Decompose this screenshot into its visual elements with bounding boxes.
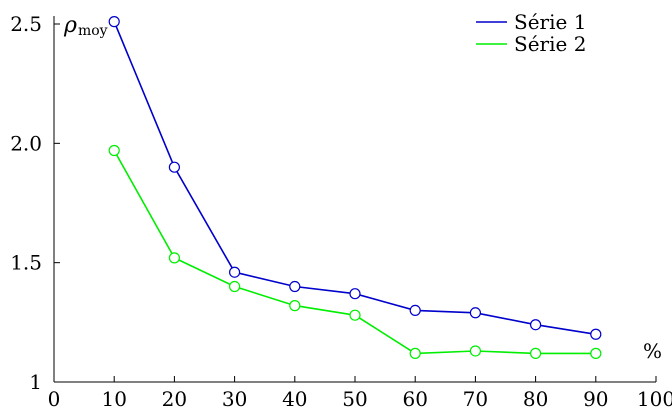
- series-1-point: [108, 16, 120, 28]
- series-1-point: [409, 304, 421, 316]
- x-tick-label: 60: [402, 387, 427, 411]
- x-tick-label: 100: [637, 387, 672, 411]
- series-1: [108, 16, 602, 340]
- x-tick-label: 40: [282, 387, 307, 411]
- series-layer: [108, 16, 602, 359]
- x-tick-label: 80: [523, 387, 548, 411]
- series-2-point: [229, 280, 241, 293]
- series-2-point: [409, 347, 421, 359]
- series-1-point: [469, 307, 481, 319]
- series-1-point: [289, 280, 301, 293]
- series-2-point: [108, 144, 120, 157]
- x-tick-label: 50: [342, 387, 367, 411]
- series-2-point: [168, 252, 180, 264]
- series-2-point: [289, 300, 301, 312]
- x-tick-label: 90: [583, 387, 608, 411]
- legend: Série 1 Série 2: [476, 10, 586, 56]
- series-1-point: [529, 319, 542, 331]
- legend-label-serie-1: Série 1: [514, 10, 586, 34]
- x-tick-label: 10: [101, 387, 126, 411]
- y-axis-label: ρmoy: [63, 13, 108, 39]
- series-1-line: [113, 21, 596, 336]
- y-tick-label: 1: [29, 370, 42, 394]
- series-2-point: [529, 347, 542, 359]
- x-axis-unit: %: [643, 339, 662, 363]
- y-tick-label: 2.0: [10, 131, 42, 155]
- y-tick-label: 1.5: [10, 251, 42, 275]
- x-tick-label: 30: [222, 387, 247, 411]
- legend-label-serie-2: Série 2: [514, 32, 586, 56]
- series-1-point: [349, 288, 361, 300]
- series-2-point: [469, 345, 481, 357]
- x-tick-label: 0: [48, 387, 61, 411]
- x-tick-label: 20: [162, 387, 187, 411]
- series-2-point: [590, 347, 602, 359]
- series-2-point: [349, 309, 361, 321]
- series-1-point: [229, 266, 241, 278]
- series-2: [108, 144, 602, 359]
- x-tick-label: 70: [463, 387, 488, 411]
- y-tick-label: 2.5: [10, 12, 42, 36]
- series-1-point: [590, 328, 602, 340]
- series-1-point: [168, 161, 180, 173]
- tick-marks: 0 10 20 30 40 50 60 70 80 90 100 1 1.5 2.0 2.5: [10, 12, 672, 411]
- axes: [53, 16, 656, 383]
